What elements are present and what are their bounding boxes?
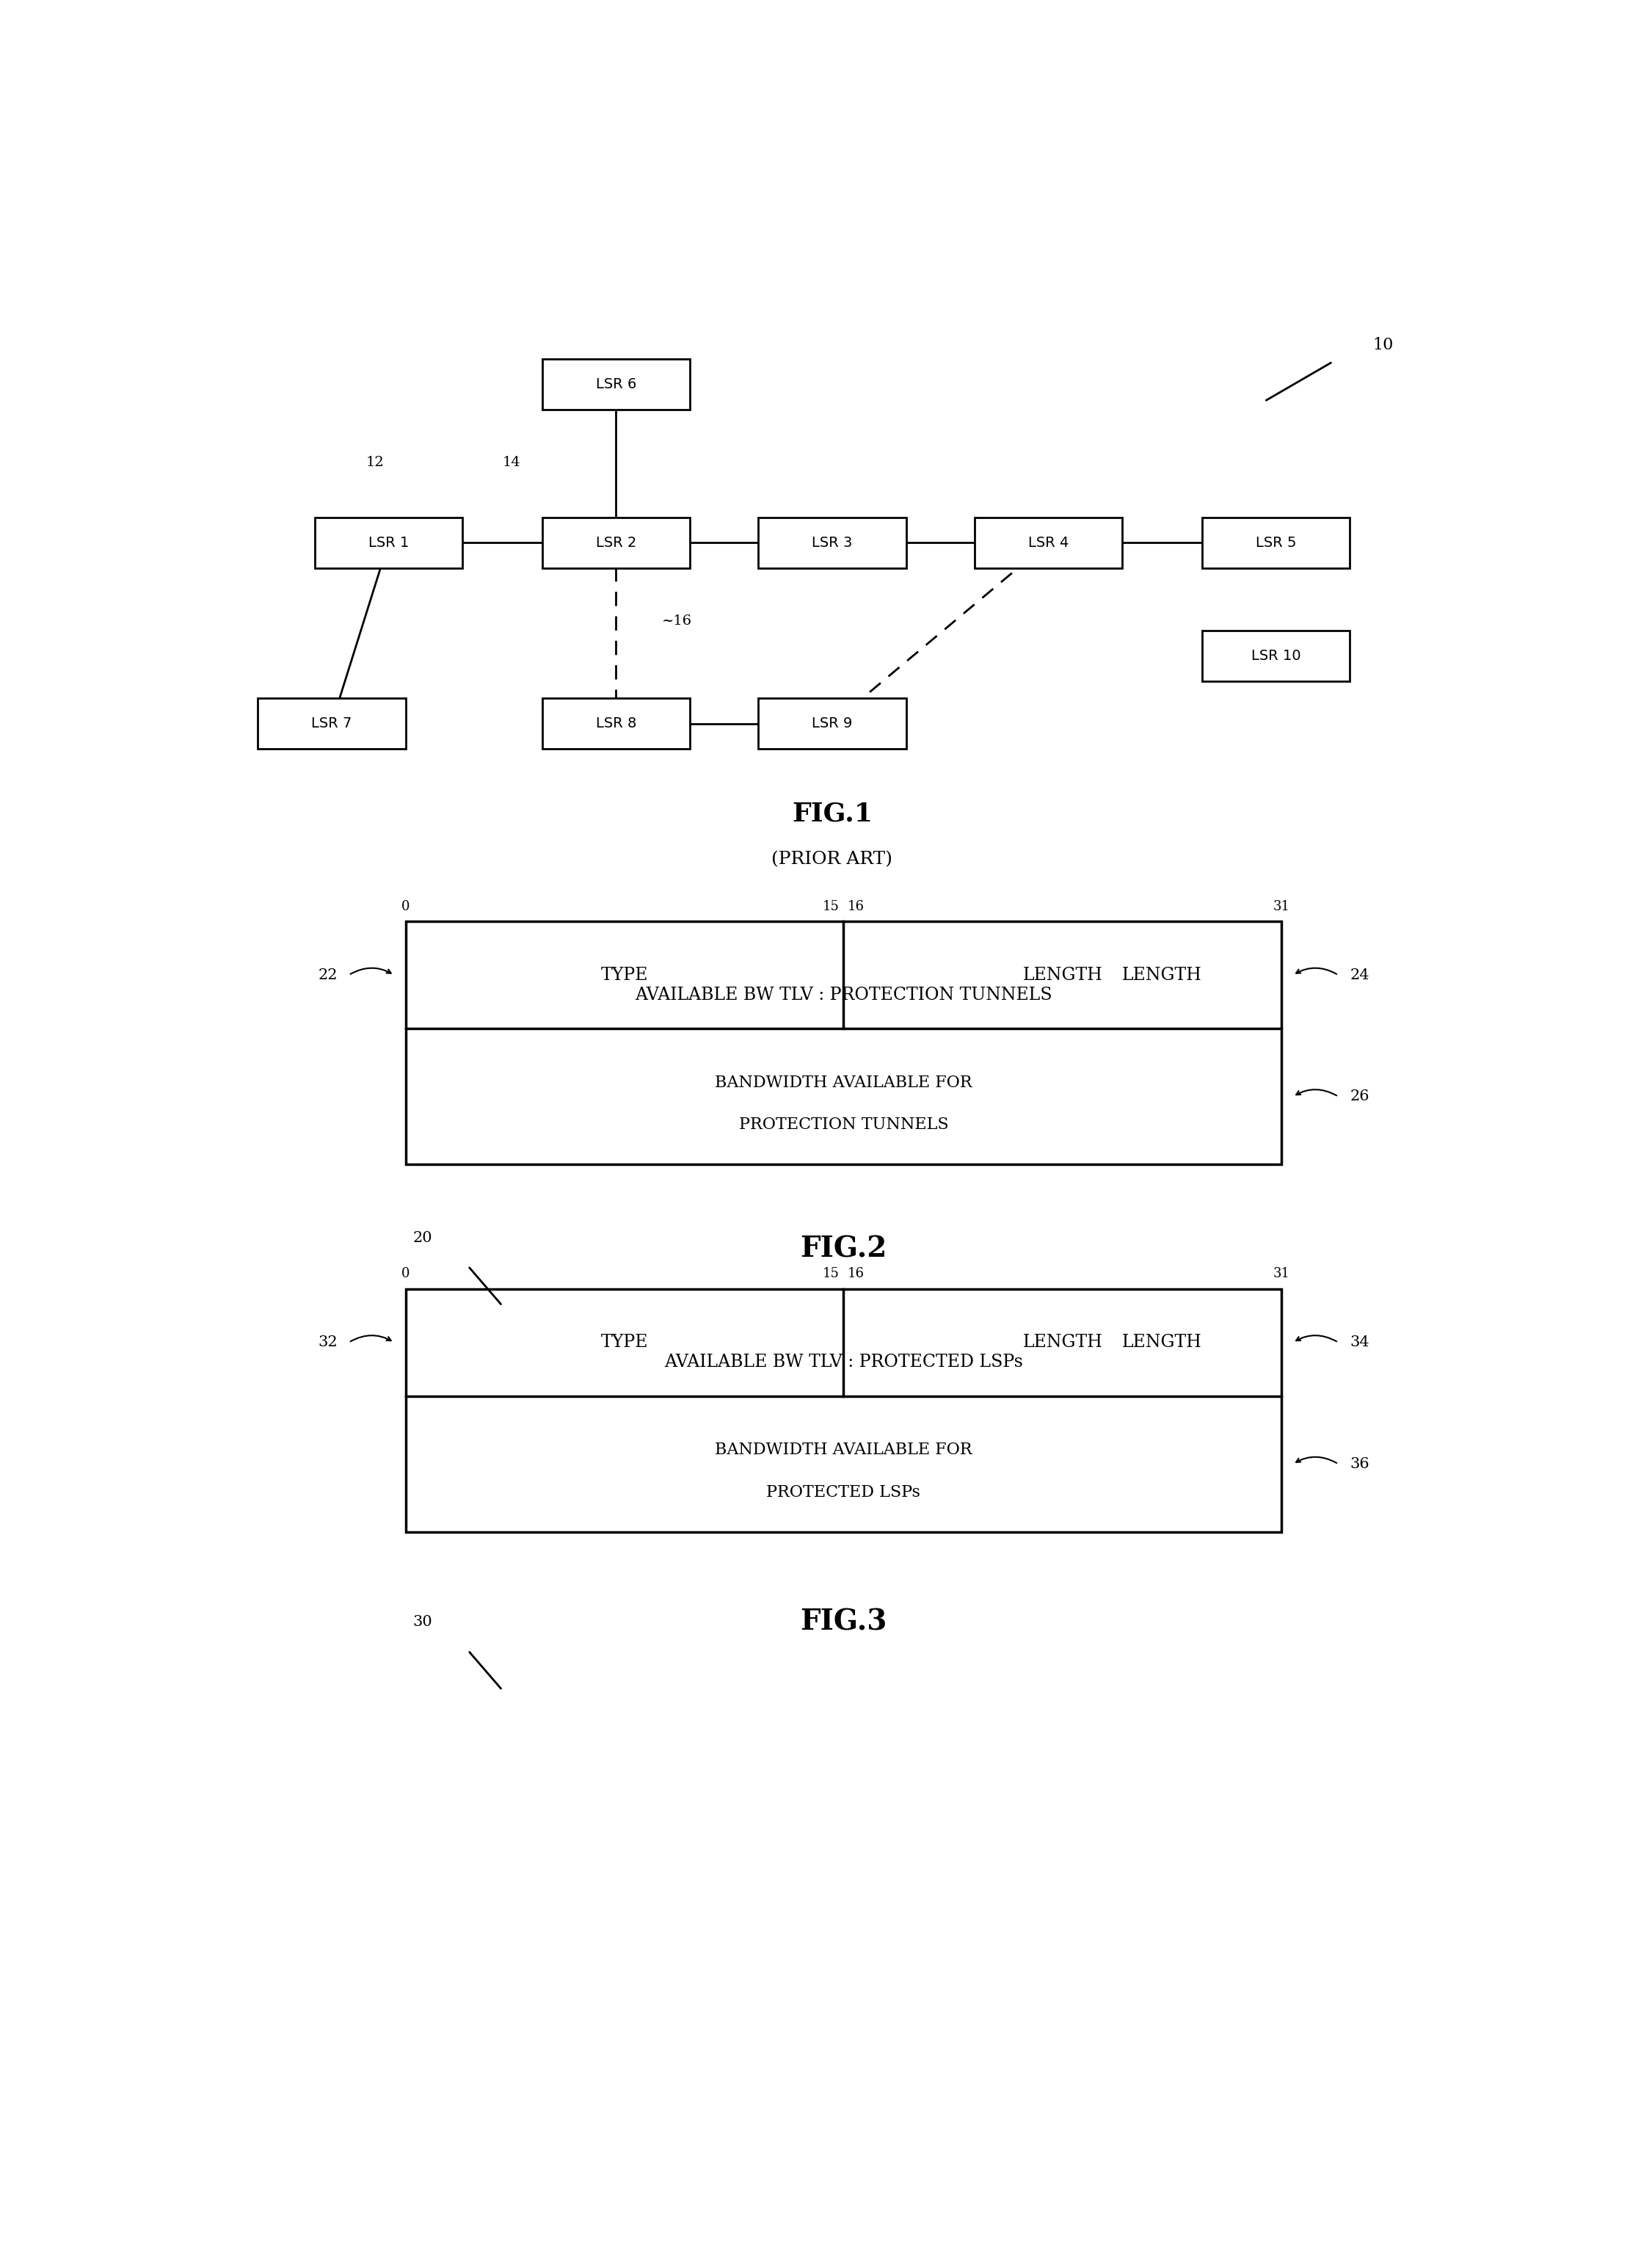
Text: 31: 31 xyxy=(1274,900,1290,913)
Bar xyxy=(1203,518,1350,568)
Text: LENGTH: LENGTH xyxy=(1023,1334,1102,1350)
Bar xyxy=(314,518,463,568)
Text: LENGTH: LENGTH xyxy=(1023,1334,1102,1350)
Bar xyxy=(758,518,905,568)
Text: LSR 2: LSR 2 xyxy=(596,536,636,549)
Text: 0: 0 xyxy=(401,1266,410,1280)
Text: AVAILABLE BW TLV : PROTECTION TUNNELS: AVAILABLE BW TLV : PROTECTION TUNNELS xyxy=(634,986,1052,1004)
Text: 36: 36 xyxy=(1350,1456,1370,1472)
Text: BANDWIDTH AVAILABLE FOR: BANDWIDTH AVAILABLE FOR xyxy=(715,1443,971,1458)
Text: LSR 8: LSR 8 xyxy=(596,717,636,730)
Text: LENGTH: LENGTH xyxy=(1122,1334,1203,1350)
Text: LSR 1: LSR 1 xyxy=(368,536,408,549)
Text: 30: 30 xyxy=(413,1614,433,1630)
Text: PROTECTED LSPs: PROTECTED LSPs xyxy=(767,1483,920,1501)
Bar xyxy=(975,518,1122,568)
Text: LSR 5: LSR 5 xyxy=(1256,536,1297,549)
Bar xyxy=(406,1289,1282,1533)
Text: LENGTH: LENGTH xyxy=(1122,968,1203,984)
Text: LENGTH: LENGTH xyxy=(1023,968,1102,984)
Text: 26: 26 xyxy=(1350,1090,1370,1103)
Text: LSR 7: LSR 7 xyxy=(311,717,352,730)
Text: 24: 24 xyxy=(1350,968,1370,981)
Bar xyxy=(406,922,1282,1164)
Text: 0: 0 xyxy=(401,900,410,913)
Text: 20: 20 xyxy=(413,1230,433,1246)
Text: 16: 16 xyxy=(847,1266,864,1280)
Text: 15: 15 xyxy=(823,900,839,913)
Bar xyxy=(258,699,406,748)
Text: 15: 15 xyxy=(823,1266,839,1280)
Text: LSR 9: LSR 9 xyxy=(811,717,852,730)
Bar xyxy=(542,699,691,748)
Bar xyxy=(1203,631,1350,681)
Text: 34: 34 xyxy=(1350,1336,1370,1350)
Text: 14: 14 xyxy=(502,457,520,470)
Text: LSR 3: LSR 3 xyxy=(811,536,852,549)
Text: FIG.3: FIG.3 xyxy=(800,1608,887,1637)
Text: AVAILABLE BW TLV : PROTECTED LSPs: AVAILABLE BW TLV : PROTECTED LSPs xyxy=(664,1354,1023,1370)
Text: BANDWIDTH AVAILABLE FOR: BANDWIDTH AVAILABLE FOR xyxy=(715,1074,971,1090)
Text: FIG.2: FIG.2 xyxy=(800,1235,887,1264)
Text: TYPE: TYPE xyxy=(601,968,648,984)
Bar xyxy=(758,699,905,748)
Text: FIG.1: FIG.1 xyxy=(791,800,872,828)
Text: 32: 32 xyxy=(317,1336,337,1350)
Text: 22: 22 xyxy=(317,968,337,981)
Text: LSR 6: LSR 6 xyxy=(596,378,636,391)
Text: LSR 4: LSR 4 xyxy=(1028,536,1069,549)
Bar xyxy=(542,359,691,409)
Text: (PRIOR ART): (PRIOR ART) xyxy=(771,850,892,868)
Text: 12: 12 xyxy=(365,457,383,470)
Bar xyxy=(542,518,691,568)
Text: PROTECTION TUNNELS: PROTECTION TUNNELS xyxy=(738,1117,948,1133)
Text: LSR 10: LSR 10 xyxy=(1251,649,1300,662)
Text: LENGTH: LENGTH xyxy=(1023,968,1102,984)
Text: ~16: ~16 xyxy=(661,615,692,626)
Text: TYPE: TYPE xyxy=(601,1334,648,1350)
Text: 31: 31 xyxy=(1274,1266,1290,1280)
Text: 16: 16 xyxy=(847,900,864,913)
Text: 10: 10 xyxy=(1373,337,1393,353)
